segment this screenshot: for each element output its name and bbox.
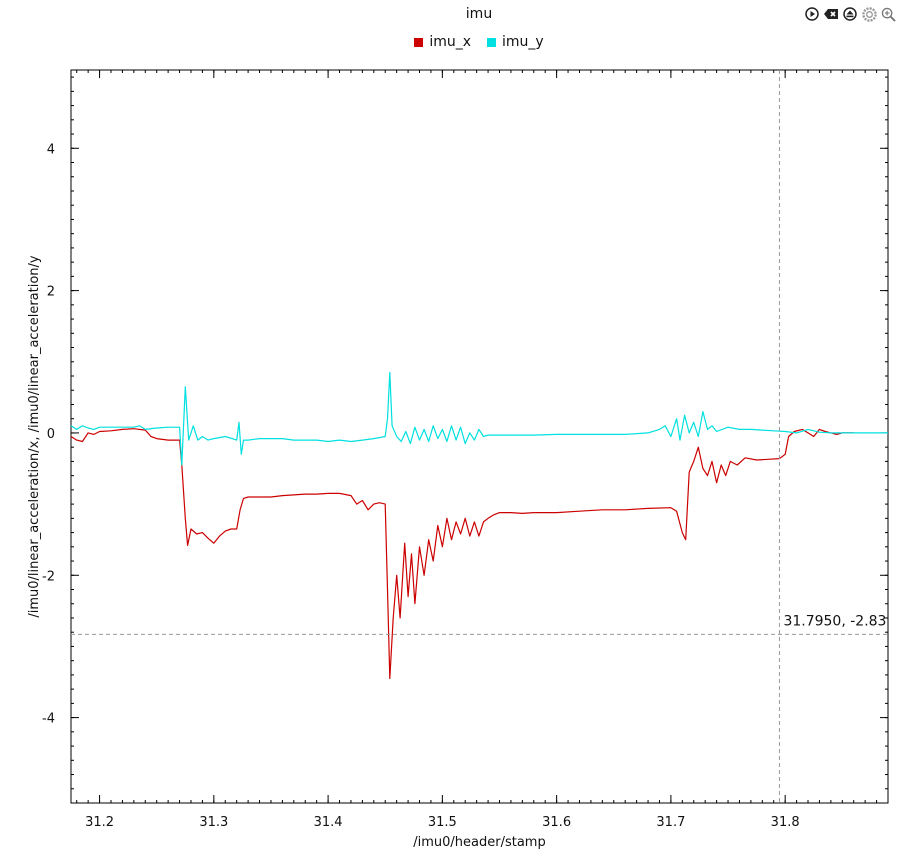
series-line-imu_y [70,371,888,466]
zoom-icon[interactable] [880,6,896,22]
legend: imu_x imu_y [0,34,918,50]
legend-item-imu_y[interactable]: imu_y [487,34,544,50]
clear-icon[interactable] [823,6,839,22]
y-axis-label: /imu0/linear_acceleration/x, /imu0/linea… [27,255,42,618]
legend-swatch [414,37,424,47]
x-tick-label: 31.8 [771,815,800,830]
legend-label: imu_y [502,34,544,50]
x-tick-label: 31.6 [542,815,571,830]
play-icon[interactable] [804,6,820,22]
series-line-imu_x [70,428,854,680]
plot-frame [70,69,889,804]
gear-icon[interactable] [861,6,877,22]
crosshair-readout: 31.7950, -2.83 [783,613,886,629]
legend-item-imu_x[interactable]: imu_x [414,34,471,50]
x-tick-label: 31.4 [314,815,343,830]
y-tick-label: 0 [47,427,55,442]
eject-icon[interactable] [842,6,858,22]
legend-label: imu_x [429,34,471,50]
x-tick-label: 31.2 [85,815,114,830]
x-tick-label: 31.3 [199,815,228,830]
x-tick-label: 31.5 [428,815,457,830]
x-axis-label: /imu0/header/stamp [413,835,545,850]
chart-title: imu [465,6,493,22]
y-tick-label: 4 [47,142,55,157]
y-tick-label: -2 [42,569,55,584]
y-tick-label: 2 [47,285,55,300]
toolbar [804,6,896,22]
y-tick-label: -4 [42,712,55,727]
x-tick-label: 31.7 [656,815,685,830]
legend-swatch [487,37,496,47]
